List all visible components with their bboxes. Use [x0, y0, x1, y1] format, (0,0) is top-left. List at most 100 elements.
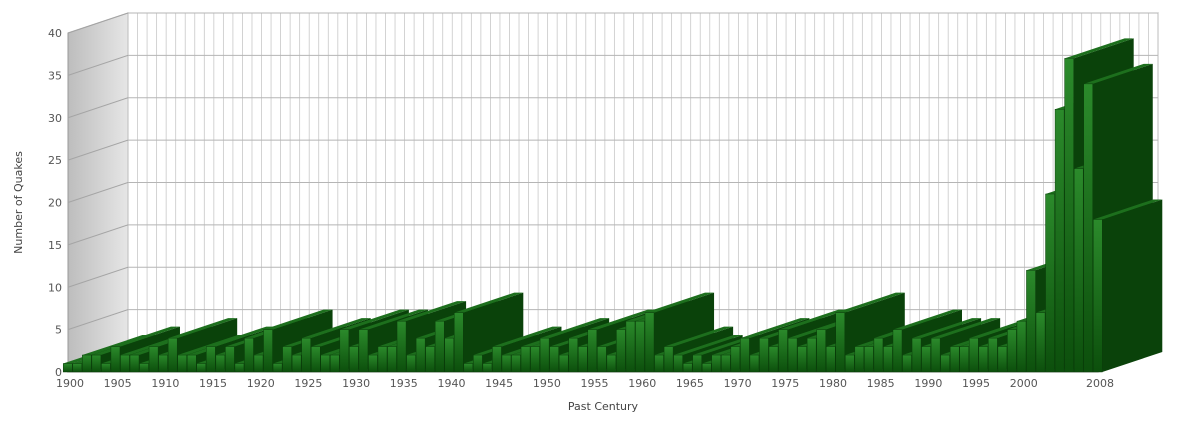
- bar-front-face: [539, 337, 550, 373]
- bar-front-face: [644, 312, 655, 373]
- wall-gridline: [67, 266, 129, 288]
- bar-front-face: [1054, 109, 1065, 373]
- bar-front-face: [434, 320, 445, 373]
- y-axis-title: Number of Quakes: [12, 151, 25, 254]
- bar-front-face: [253, 354, 264, 373]
- bar-front-face: [377, 346, 388, 373]
- bar-front-face: [139, 363, 149, 373]
- bar-front-face: [282, 346, 292, 373]
- bar-front-face: [167, 337, 178, 373]
- bar-top-face: [110, 326, 180, 347]
- bar-top-face: [778, 309, 848, 330]
- x-axis-title: Past Century: [568, 400, 639, 413]
- x-tick-label: 1940: [437, 377, 465, 390]
- bar-front-face: [949, 346, 960, 373]
- bar-front-face: [997, 346, 1008, 373]
- bar-front-face: [72, 363, 83, 373]
- bar-front-face: [921, 346, 931, 373]
- x-tick-labels: 1900 1905 1910 1915 1920 1925 1930 1935 1940 1945…: [56, 377, 1114, 390]
- wall-gridline: [67, 97, 129, 119]
- bar-front-face: [825, 346, 836, 373]
- bar-front-face: [463, 363, 474, 373]
- bar-front-face: [225, 346, 235, 373]
- bar-top-face: [587, 309, 657, 330]
- x-tick-label: 1980: [819, 377, 847, 390]
- bar-side-face: [1102, 199, 1163, 372]
- bar-front-face: [616, 329, 626, 373]
- bar-top-face: [1093, 199, 1163, 220]
- bar-front-face: [396, 320, 407, 373]
- x-tick-label: 1995: [962, 377, 990, 390]
- bar-front-face: [597, 346, 607, 373]
- x-tick-label: 1945: [485, 377, 513, 390]
- bar-top-face: [892, 309, 963, 330]
- y-tick-label: 20: [48, 197, 62, 210]
- bar-top-face: [492, 326, 562, 347]
- bar-front-face: [482, 363, 493, 373]
- bar-front-face: [234, 363, 245, 373]
- bar-front-face: [358, 329, 369, 373]
- bar-front-face: [1045, 193, 1055, 373]
- x-tick-label: 2000: [1010, 377, 1038, 390]
- bar-front-face: [368, 354, 378, 373]
- x-tick-label: 1965: [676, 377, 704, 390]
- bar-front-face: [654, 354, 664, 373]
- bar-front-face: [873, 337, 884, 373]
- bar-top-face: [912, 318, 982, 339]
- bar-front-face: [349, 346, 359, 373]
- bar-front-face: [186, 354, 197, 373]
- bar-front-face: [148, 346, 159, 373]
- bar-front-face: [406, 354, 416, 373]
- bar-front-face: [692, 354, 702, 373]
- bar-front-face: [759, 337, 769, 373]
- bar-front-face: [82, 354, 92, 373]
- bar-front-face: [988, 337, 998, 373]
- x-tick-label: 1990: [914, 377, 942, 390]
- bar-top-face: [740, 318, 810, 339]
- bar-top-face: [1083, 63, 1153, 84]
- bar-front-face: [730, 346, 741, 373]
- y-tick-label: 5: [55, 324, 62, 337]
- x-tick-label: 1970: [724, 377, 752, 390]
- bar-front-face: [959, 346, 970, 373]
- bar-front-face: [206, 346, 216, 373]
- bar-front-face: [806, 337, 817, 373]
- bar-front-face: [568, 337, 579, 373]
- bar-front-face: [454, 312, 464, 373]
- bar-front-face: [492, 346, 502, 373]
- bar-front-face: [663, 346, 674, 373]
- x-tick-label: 1910: [151, 377, 179, 390]
- bar-front-face: [682, 363, 693, 373]
- bar-front-face: [911, 337, 922, 373]
- y-tick-label: 10: [48, 281, 62, 294]
- bar-front-face: [158, 354, 168, 373]
- bar-front-face: [444, 337, 455, 373]
- bar-front-face: [625, 320, 636, 373]
- y-tick-label: 0: [55, 366, 62, 379]
- bar-front-face: [473, 354, 483, 373]
- x-tick-label: 1975: [771, 377, 799, 390]
- bar-front-face: [177, 354, 187, 373]
- bar-front-face: [1026, 270, 1036, 373]
- bar-front-face: [787, 337, 798, 373]
- wall-gridline: [67, 309, 129, 331]
- bar-front-face: [339, 329, 350, 373]
- bar-front-face: [768, 346, 779, 373]
- bar-front-face: [721, 354, 731, 373]
- y-tick-label: 25: [48, 154, 62, 167]
- y-tick-label: 35: [48, 69, 62, 82]
- bar-front-face: [930, 337, 941, 373]
- bar-front-face: [91, 354, 102, 373]
- bar-front-face: [892, 329, 903, 373]
- bar-front-face: [854, 346, 865, 373]
- bar-front-face: [606, 354, 617, 373]
- bar-front-face: [320, 354, 331, 373]
- x-tick-label: 1925: [294, 377, 322, 390]
- bar-front-face: [635, 320, 645, 373]
- bar-front-face: [558, 354, 569, 373]
- bar-front-face: [749, 354, 760, 373]
- bar-top-face: [301, 318, 371, 339]
- bar-top-face: [1064, 38, 1134, 59]
- bar-front-face: [1016, 320, 1027, 373]
